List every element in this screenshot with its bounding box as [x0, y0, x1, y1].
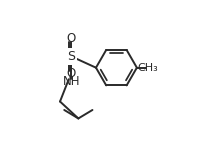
Text: S: S — [67, 50, 75, 63]
Text: O: O — [67, 67, 76, 80]
Text: O: O — [67, 32, 76, 45]
Text: CH₃: CH₃ — [138, 63, 158, 73]
Text: NH: NH — [63, 75, 81, 88]
